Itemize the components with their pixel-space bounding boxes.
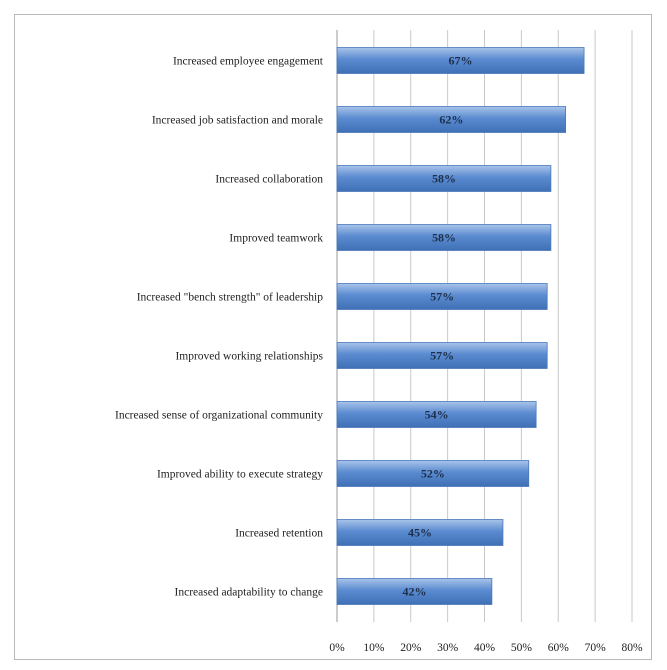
bar-value-label: 54% [425,408,449,422]
bars: 67% 62% 58% 58% 57% 57% 54% 52% 45% 42% [336,47,585,605]
x-tick-label: 20% [400,642,422,654]
bar [336,519,504,546]
x-axis-ticks: 0% 10% 20% 30% 40% 50% 60% 70% 80% [329,642,643,654]
bar [336,224,552,251]
x-tick-label: 10% [363,642,385,654]
bar [336,578,493,605]
x-tick-label: 40% [474,642,496,654]
bar-value-label: 57% [430,349,454,363]
x-tick-label: 80% [621,642,643,654]
bar [336,342,548,369]
bar-value-label: 42% [402,585,426,599]
bar [336,165,552,192]
category-label: Increased "bench strength" of leadership [137,292,324,304]
x-tick-label: 60% [548,642,570,654]
x-tick-label: 30% [437,642,459,654]
category-labels: Increased employee engagement Increased j… [115,56,324,599]
bar-value-label: 45% [408,526,432,540]
bar [336,460,530,487]
category-label: Increased retention [235,528,323,540]
bar [336,283,548,310]
x-tick-label: 70% [585,642,607,654]
category-label: Improved working relationships [175,351,323,363]
bar-value-label: 62% [439,113,463,127]
bar [336,106,567,133]
bar-value-label: 58% [432,231,456,245]
category-label: Increased job satisfaction and morale [152,115,323,127]
category-label: Increased adaptability to change [175,587,323,599]
category-label: Improved teamwork [229,233,323,245]
bar-value-label: 57% [430,290,454,304]
x-tick-label: 50% [511,642,533,654]
bar [336,401,537,428]
category-label: Increased collaboration [215,174,323,186]
bar-value-label: 58% [432,172,456,186]
bar [336,47,585,74]
category-label: Increased employee engagement [173,56,324,68]
x-tick-label: 0% [329,642,345,654]
category-label: Improved ability to execute strategy [157,469,323,481]
bar-value-label: 52% [421,467,445,481]
bar-value-label: 67% [449,54,473,68]
category-label: Increased sense of organizational commun… [115,410,323,422]
